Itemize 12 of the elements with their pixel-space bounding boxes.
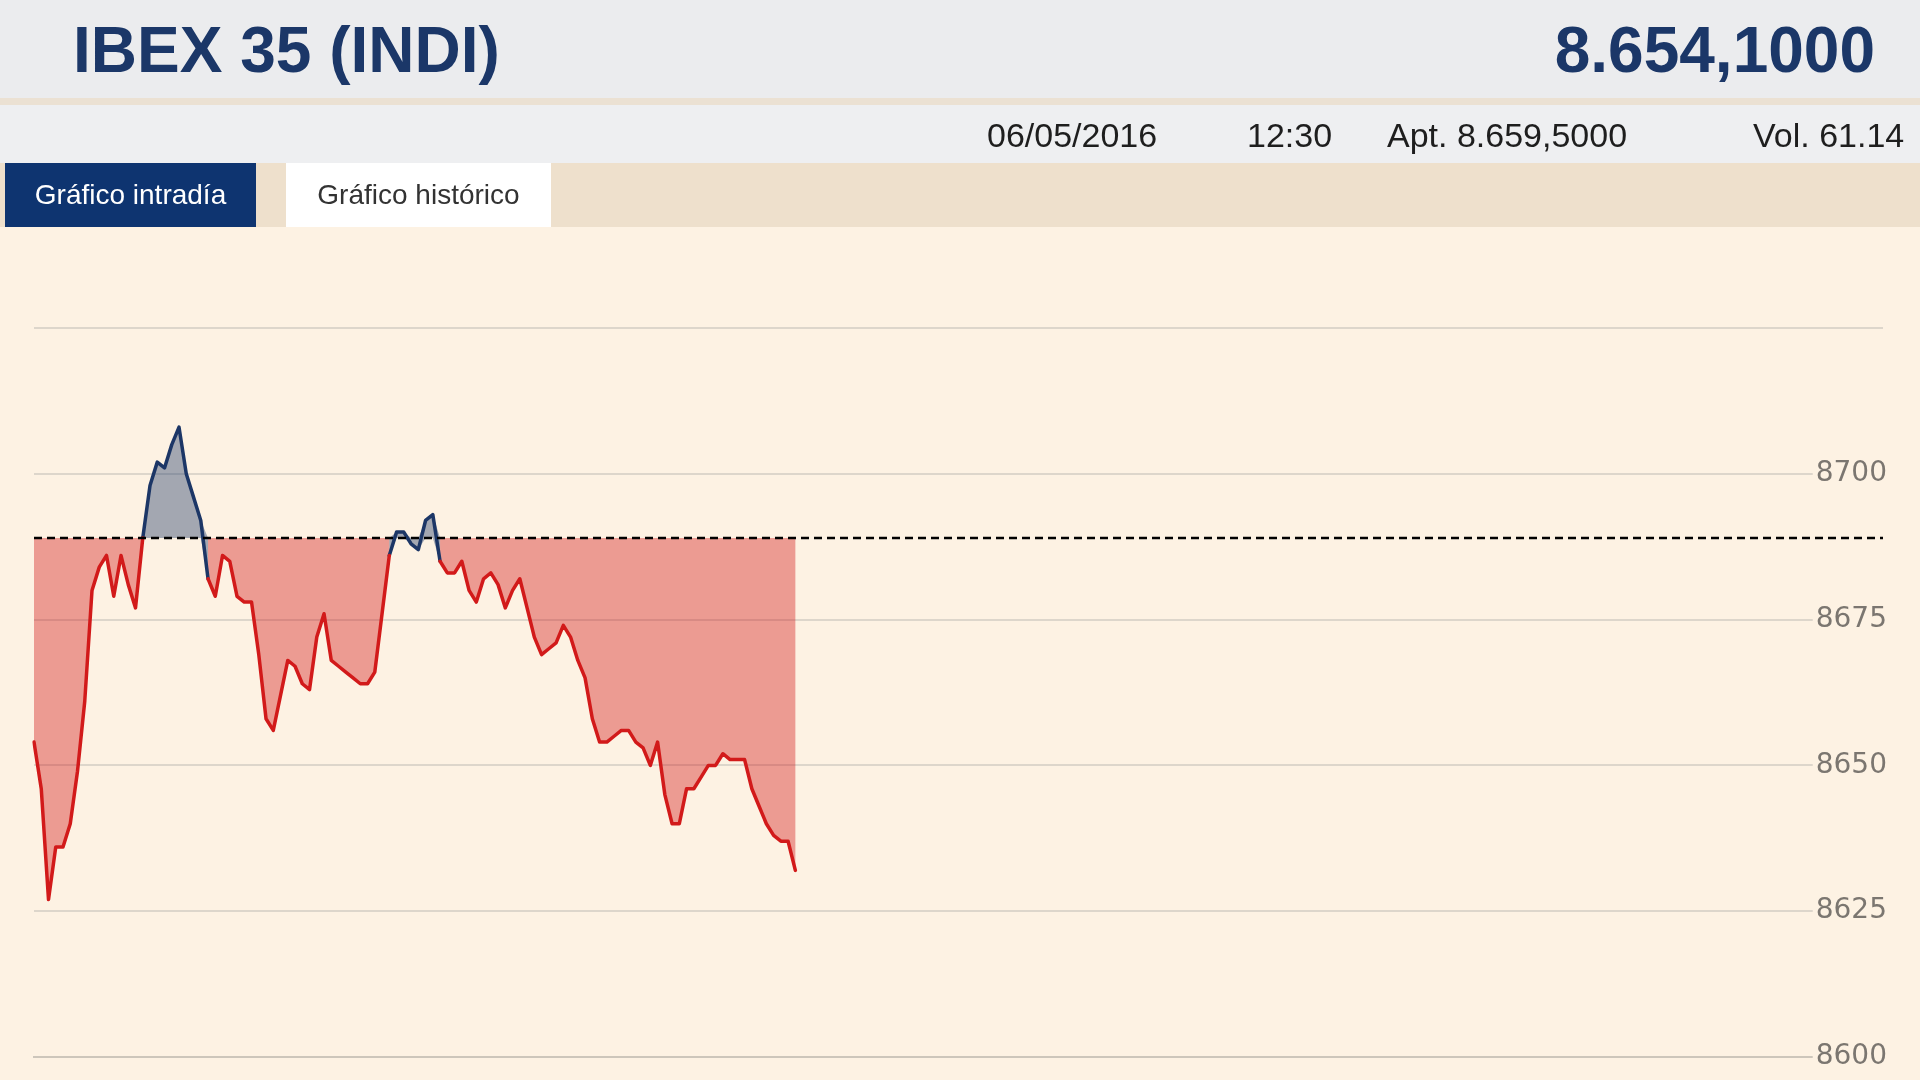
- text: 06/05/2016: [987, 116, 1158, 154]
- chart-title: IBEX 35 (INDI): [73, 14, 500, 86]
- text: 12:30: [1247, 116, 1333, 154]
- y-tick-label: 8700: [1815, 455, 1887, 489]
- text: Vol. 61.14: [1753, 116, 1905, 154]
- y-tick-label: 8625: [1815, 892, 1887, 926]
- text: Apt. 8.659,5000: [1387, 116, 1628, 154]
- y-tick-label: 8600: [1815, 1038, 1887, 1072]
- y-tick-label: 8650: [1815, 746, 1887, 780]
- chart-subtitle: 8.654,1000: [1554, 14, 1875, 86]
- y-tick-label: 8675: [1815, 600, 1887, 634]
- tab[interactable]: Gráfico intradía: [5, 163, 256, 227]
